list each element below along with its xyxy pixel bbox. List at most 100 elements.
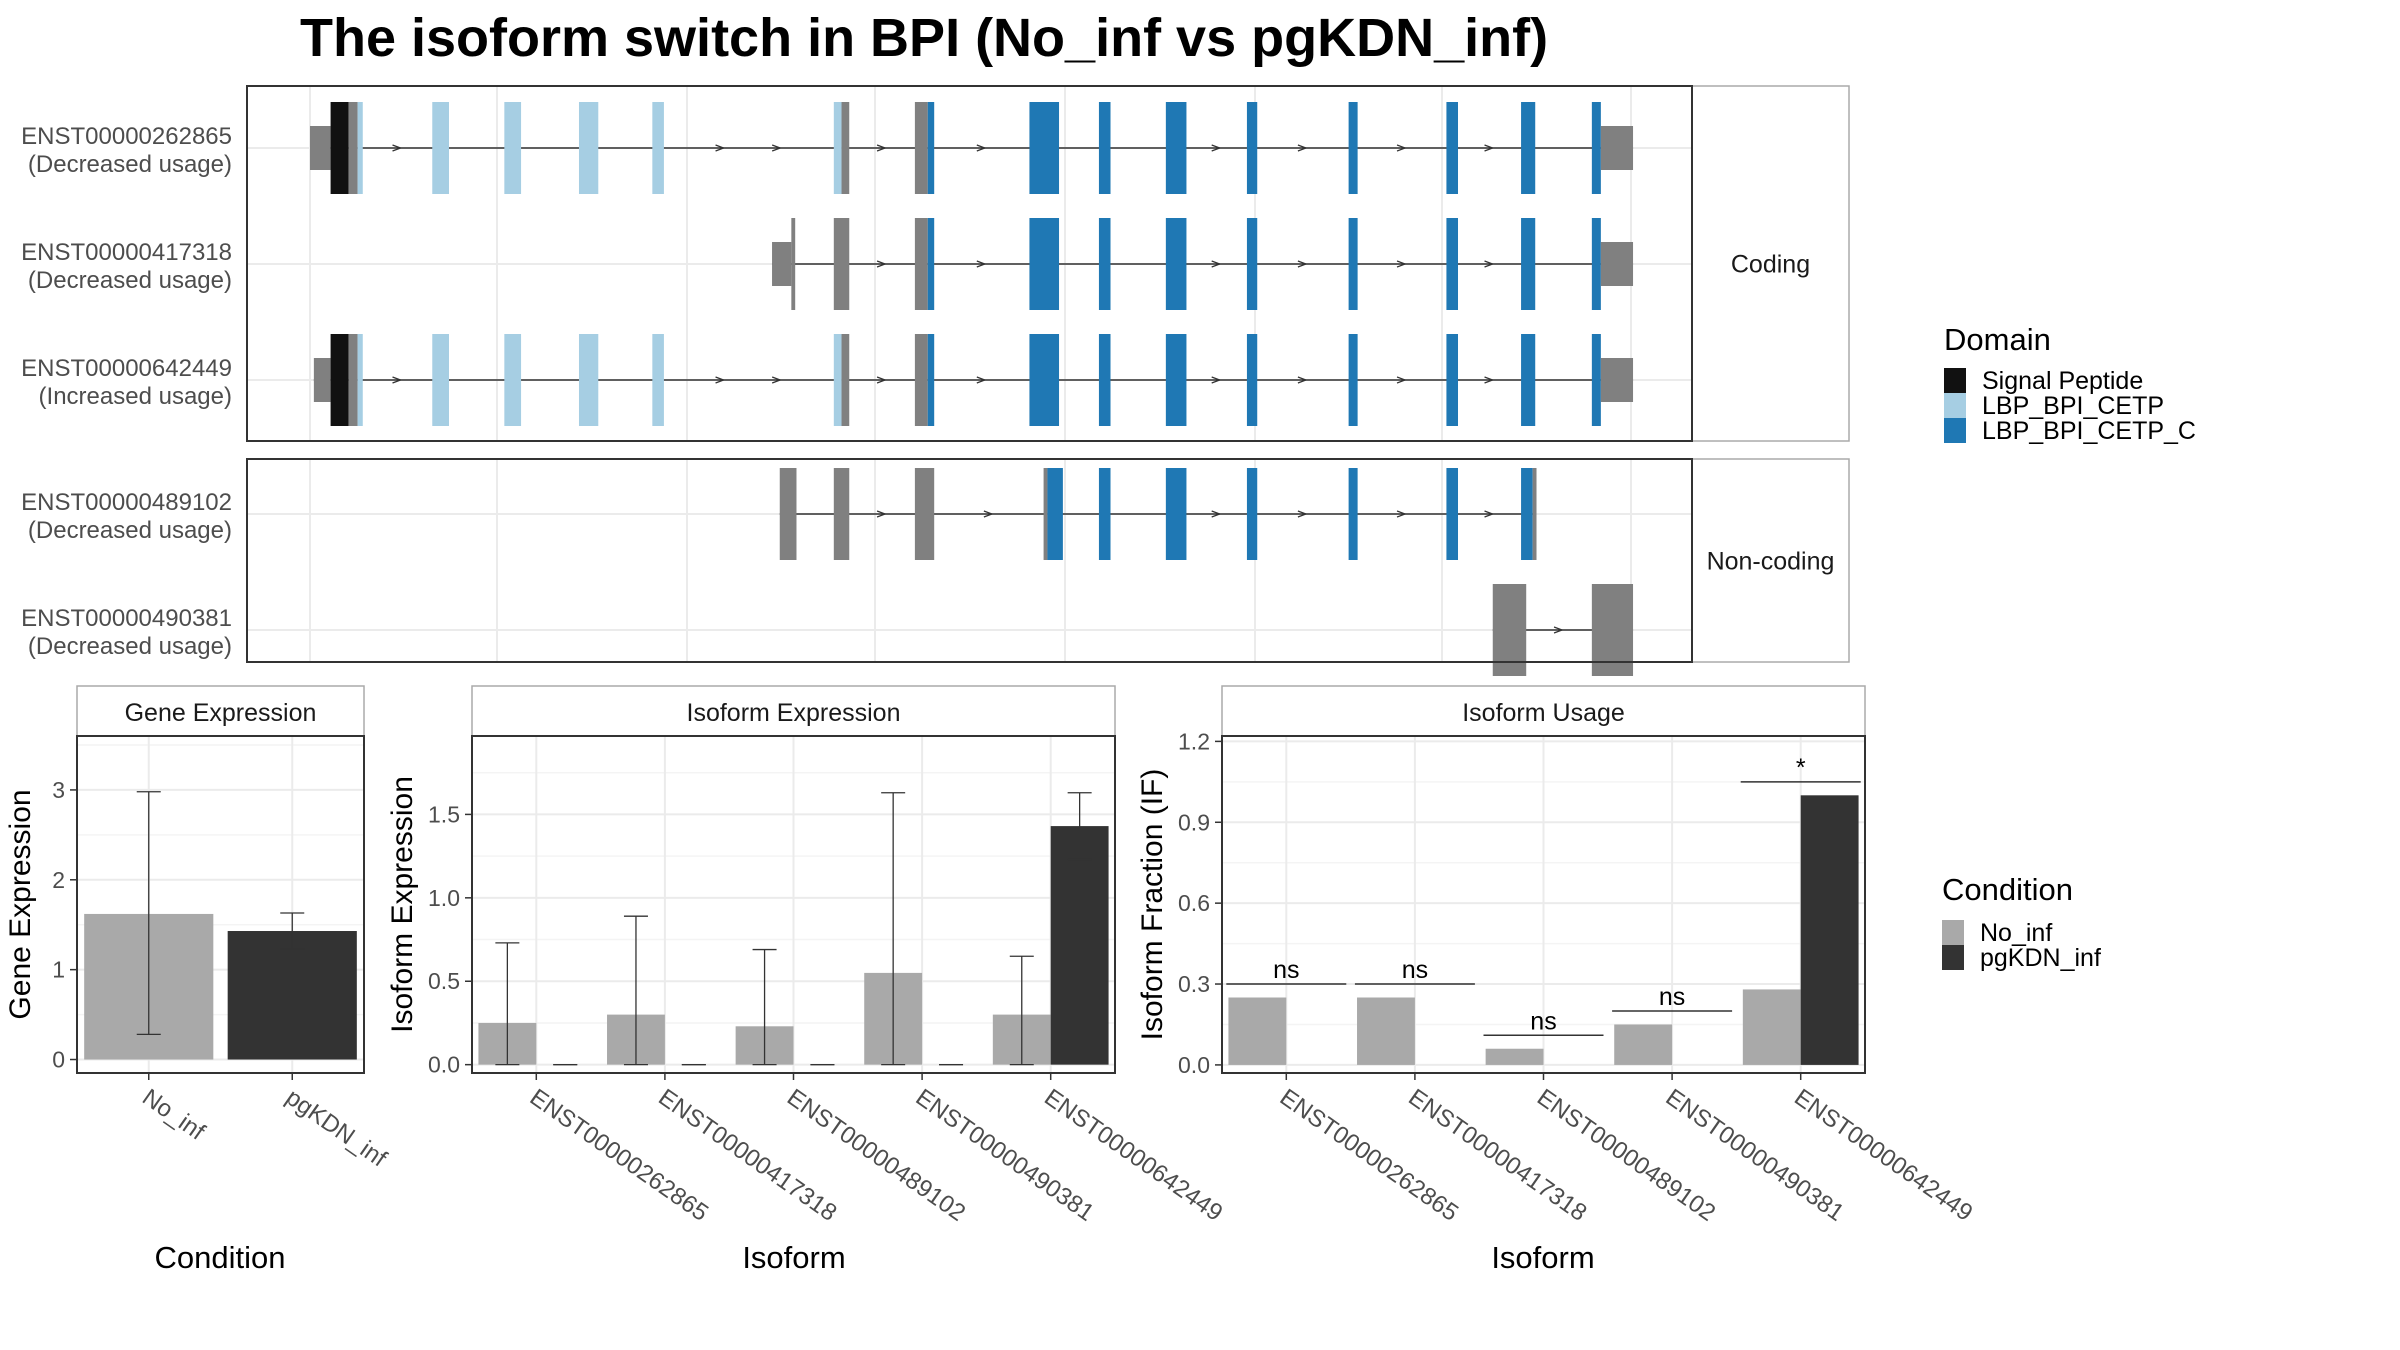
legend-label: pgKDN_inf bbox=[1980, 944, 2101, 972]
exon bbox=[1591, 102, 1601, 194]
exon bbox=[927, 218, 935, 310]
strand-arrow bbox=[715, 376, 726, 384]
strand-arrow bbox=[1211, 376, 1222, 384]
plot-border bbox=[471, 735, 1116, 1074]
exon bbox=[1029, 102, 1060, 194]
x-axis-label: Isoform bbox=[1491, 1240, 1594, 1275]
strand-arrow bbox=[1484, 144, 1495, 152]
strand-arrow bbox=[1553, 626, 1564, 634]
panel-title: Isoform Usage bbox=[1462, 699, 1625, 727]
strand-arrow bbox=[1396, 144, 1407, 152]
strand-arrow bbox=[1484, 260, 1495, 268]
exon bbox=[1098, 218, 1111, 310]
x-tick-label: pgKDN_inf bbox=[281, 1084, 392, 1173]
exon bbox=[578, 334, 599, 426]
bar bbox=[1742, 989, 1801, 1065]
facet-strip bbox=[1691, 458, 1850, 663]
strand-arrow bbox=[983, 510, 994, 518]
strand-arrow bbox=[1297, 260, 1308, 268]
plot-border bbox=[76, 735, 365, 1074]
facet-panel bbox=[247, 459, 1692, 662]
exon bbox=[927, 334, 935, 426]
exon bbox=[504, 334, 522, 426]
strand-arrow bbox=[876, 510, 887, 518]
exon bbox=[914, 468, 935, 560]
exon bbox=[1098, 102, 1111, 194]
significance-label: ns bbox=[1273, 956, 1299, 984]
exon bbox=[1246, 218, 1258, 310]
exon bbox=[1600, 358, 1634, 402]
facet-panel-border bbox=[246, 85, 1693, 442]
exon bbox=[1098, 468, 1111, 560]
legend-swatch bbox=[1944, 418, 1966, 443]
x-axis-label: Isoform bbox=[742, 1240, 845, 1275]
panel-title: Gene Expression bbox=[125, 699, 317, 727]
significance-label: * bbox=[1796, 754, 1806, 782]
strand-arrow bbox=[715, 144, 726, 152]
facet-panel-border bbox=[246, 458, 1693, 663]
exon bbox=[1246, 102, 1258, 194]
y-tick-label: 1.5 bbox=[428, 801, 460, 827]
significance-label: ns bbox=[1402, 956, 1428, 984]
y-axis-label: Gene Expression bbox=[4, 789, 37, 1019]
exon bbox=[313, 358, 331, 402]
strand-arrow bbox=[876, 376, 887, 384]
exon bbox=[357, 334, 363, 426]
y-tick-label: 3 bbox=[52, 777, 65, 803]
exon bbox=[578, 102, 599, 194]
legend-swatch bbox=[1944, 393, 1966, 418]
exon bbox=[652, 334, 664, 426]
exon bbox=[348, 334, 358, 426]
y-tick-label: 2 bbox=[52, 867, 65, 893]
exon bbox=[1591, 218, 1601, 310]
strand-arrow bbox=[1211, 144, 1222, 152]
legend-swatch bbox=[1942, 920, 1964, 945]
exon bbox=[1165, 334, 1187, 426]
chart-gene: Gene Expression 0 1 2 3 No_inf pgKDN_inf Gene E… bbox=[4, 685, 392, 1275]
exon bbox=[1446, 334, 1459, 426]
exon bbox=[1348, 468, 1358, 560]
exon bbox=[1029, 334, 1060, 426]
strand-arrow bbox=[1396, 376, 1407, 384]
transcript-usage-label: (Decreased usage) bbox=[28, 633, 232, 660]
exon bbox=[348, 102, 358, 194]
bar bbox=[227, 931, 357, 1060]
exon bbox=[1246, 468, 1258, 560]
strand-arrow bbox=[771, 376, 783, 384]
exon bbox=[1446, 102, 1459, 194]
exon bbox=[1446, 468, 1459, 560]
transcript-ENST00000490381: ENST00000490381(Decreased usage) bbox=[21, 584, 1634, 676]
y-tick-label: 0.0 bbox=[1178, 1052, 1210, 1078]
exon bbox=[833, 102, 842, 194]
transcript-ENST00000417318: ENST00000417318(Decreased usage) bbox=[21, 218, 1634, 310]
y-axis-label: Isoform Fraction (IF) bbox=[1136, 769, 1169, 1041]
strand-arrow bbox=[392, 376, 403, 384]
exon bbox=[772, 242, 792, 286]
figure-title: The isoform switch in BPI (No_inf vs pgK… bbox=[300, 8, 1548, 68]
exon bbox=[791, 218, 796, 310]
significance-label: ns bbox=[1530, 1007, 1556, 1035]
legend-title: Condition bbox=[1942, 872, 2073, 907]
exon bbox=[432, 102, 449, 194]
strand-arrow bbox=[392, 144, 403, 152]
exon bbox=[1165, 468, 1187, 560]
exon bbox=[1348, 334, 1358, 426]
chart-isoform: Isoform Expression0.00.51.01.5ENST000002… bbox=[386, 685, 1227, 1275]
y-tick-label: 1.2 bbox=[1178, 728, 1210, 754]
exon bbox=[357, 102, 363, 194]
strand-arrow bbox=[1211, 510, 1222, 518]
transcript-ENST00000262865: ENST00000262865(Decreased usage) bbox=[21, 102, 1634, 194]
strand-arrow bbox=[1297, 376, 1308, 384]
facet-strip-label: Non-coding bbox=[1707, 548, 1835, 576]
x-tick-label: No_inf bbox=[137, 1084, 210, 1146]
y-tick-label: 1 bbox=[52, 957, 65, 983]
exon bbox=[1600, 242, 1634, 286]
exon bbox=[1047, 468, 1063, 560]
strand-arrow bbox=[876, 144, 887, 152]
y-axis-label: Isoform Expression bbox=[386, 776, 419, 1033]
exon bbox=[432, 334, 449, 426]
transcript-usage-label: (Decreased usage) bbox=[28, 151, 232, 178]
